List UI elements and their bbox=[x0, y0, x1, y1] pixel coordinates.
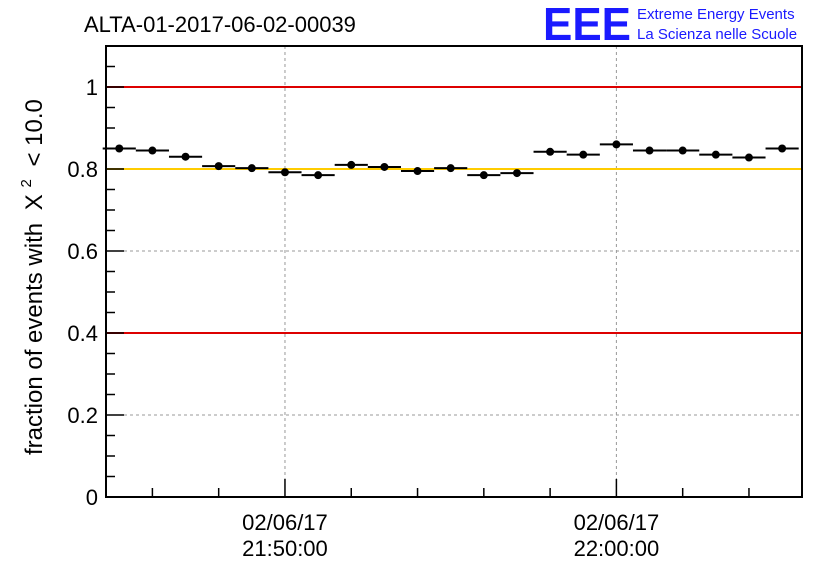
data-point bbox=[202, 162, 236, 171]
y-tick-label: 1 bbox=[86, 75, 98, 100]
point-marker bbox=[711, 150, 720, 159]
reference-lines bbox=[106, 86, 802, 334]
data-point bbox=[367, 162, 401, 171]
point-marker bbox=[115, 144, 124, 153]
tick-labels: 00.20.40.60.8102/06/1721:50:0002/06/1722… bbox=[67, 75, 659, 561]
data-point bbox=[666, 146, 700, 155]
y-tick-label: 0.8 bbox=[67, 157, 98, 182]
data-point bbox=[533, 147, 567, 156]
plot-frame bbox=[105, 45, 803, 498]
data-point bbox=[334, 160, 368, 169]
data-points bbox=[102, 140, 799, 180]
logo-line1: Extreme Energy Events bbox=[637, 6, 795, 23]
point-marker bbox=[778, 144, 787, 153]
point-marker bbox=[148, 146, 157, 155]
data-point bbox=[732, 153, 766, 162]
y-tick-label: 0.6 bbox=[67, 239, 98, 264]
data-point bbox=[235, 164, 269, 173]
point-marker bbox=[612, 140, 621, 149]
chart-title: ALTA-01-2017-06-02-00039 bbox=[84, 12, 356, 37]
point-marker bbox=[380, 162, 389, 171]
y-axis-label-superscript: 2 bbox=[18, 179, 35, 187]
y-tick-label: 0.2 bbox=[67, 403, 98, 428]
point-marker bbox=[744, 153, 753, 162]
point-marker bbox=[512, 169, 521, 178]
point-marker bbox=[347, 160, 356, 169]
data-point bbox=[268, 168, 302, 177]
data-point bbox=[500, 169, 534, 178]
y-tick-label: 0 bbox=[86, 485, 98, 510]
y-tick-label: 0.4 bbox=[67, 321, 98, 346]
data-point bbox=[632, 146, 667, 155]
data-point bbox=[400, 167, 435, 176]
axes bbox=[105, 45, 803, 498]
data-point bbox=[434, 164, 468, 173]
x-tick-date: 02/06/17 bbox=[242, 510, 328, 535]
data-point bbox=[566, 150, 600, 159]
data-point bbox=[599, 140, 633, 149]
y-axis-label-main: fraction of events with bbox=[21, 223, 48, 455]
point-marker bbox=[413, 167, 422, 176]
data-point bbox=[168, 152, 203, 161]
data-point bbox=[699, 150, 733, 159]
point-marker bbox=[247, 164, 256, 173]
data-point bbox=[467, 171, 501, 180]
point-marker bbox=[280, 168, 289, 177]
point-marker bbox=[181, 152, 190, 161]
point-marker bbox=[645, 146, 654, 155]
x-tick-time: 21:50:00 bbox=[242, 536, 328, 561]
point-marker bbox=[214, 162, 223, 171]
grid bbox=[106, 46, 802, 497]
point-marker bbox=[678, 146, 687, 155]
point-marker bbox=[546, 147, 555, 156]
data-point bbox=[135, 146, 169, 155]
logo-mark: EEE bbox=[543, 0, 631, 50]
y-axis-label-tail: < 10.0 bbox=[21, 99, 48, 166]
data-point bbox=[301, 171, 335, 180]
point-marker bbox=[479, 171, 488, 180]
data-point bbox=[765, 144, 799, 153]
logo-line2: La Scienza nelle Scuole bbox=[637, 26, 797, 43]
point-marker bbox=[446, 164, 455, 173]
y-axis-label: fraction of events with X 2 < 10.0 bbox=[10, 99, 48, 455]
x-tick-time: 22:00:00 bbox=[574, 536, 660, 561]
point-marker bbox=[314, 171, 323, 180]
eee-logo: EEE Extreme Energy Events La Scienza nel… bbox=[543, 0, 797, 50]
x-tick-date: 02/06/17 bbox=[574, 510, 660, 535]
point-marker bbox=[579, 150, 588, 159]
y-axis-label-symbol: X bbox=[21, 194, 48, 210]
